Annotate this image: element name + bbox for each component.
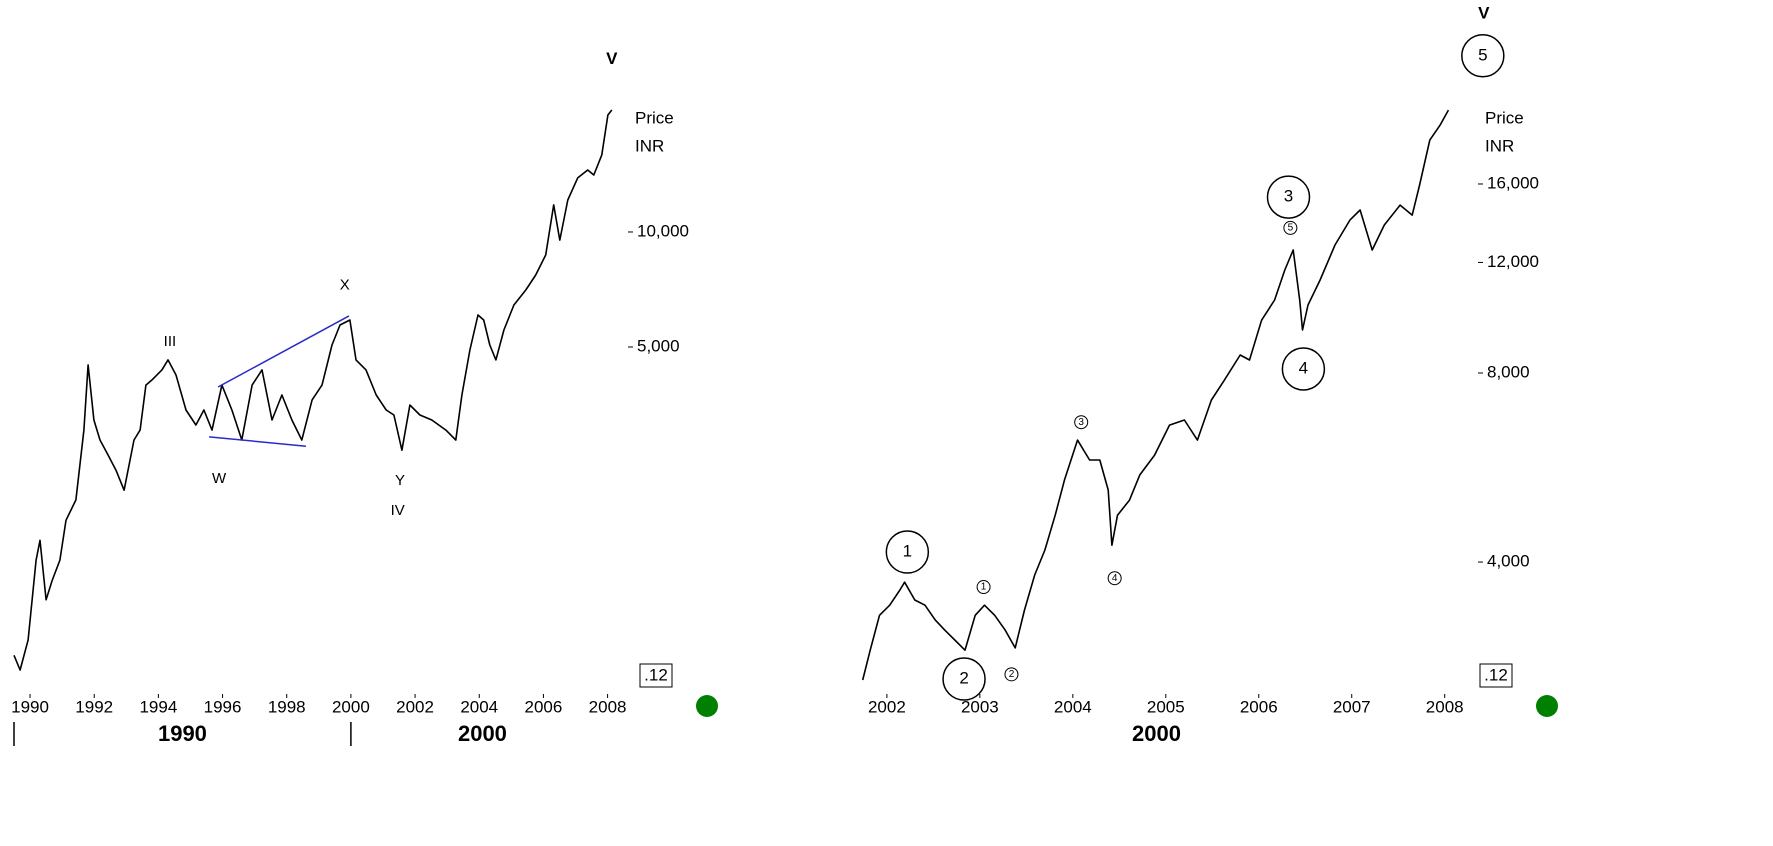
y-unit: INR — [1485, 136, 1514, 155]
status-dot — [696, 695, 718, 717]
subwave-label: 2 — [1009, 669, 1015, 680]
subwave-label: 1 — [981, 582, 987, 593]
y-tick-label: 8,000 — [1487, 362, 1530, 381]
x-tick-label: 2005 — [1147, 697, 1185, 716]
x-tick-label: 2006 — [1240, 697, 1278, 716]
wave-label: Y — [395, 472, 405, 489]
x-tick-label: 2003 — [961, 697, 999, 716]
x-tick-label: 2004 — [460, 697, 498, 716]
x-tick-label: 2000 — [332, 697, 370, 716]
x-tick-label: 2002 — [868, 697, 906, 716]
x-tick-label: 2002 — [396, 697, 434, 716]
wave-circle — [1266, 175, 1311, 219]
wave-label: 2 — [959, 668, 968, 687]
x-tick-label: 1990 — [11, 697, 49, 716]
x-tick-label: 2007 — [1333, 697, 1371, 716]
wave-label: III — [164, 333, 177, 350]
decade-label: 2000 — [1132, 721, 1181, 746]
x-tick-label: 2008 — [1426, 697, 1464, 716]
x-tick-label: 1996 — [204, 697, 242, 716]
decade-label: 1990 — [158, 721, 207, 746]
y-unit: INR — [635, 136, 664, 155]
y-label: Price — [1485, 108, 1524, 127]
wave-circle — [1281, 347, 1326, 391]
wave-label: 1 — [903, 541, 912, 560]
wave-circle — [1461, 34, 1505, 78]
status-dot — [1536, 695, 1558, 717]
wave-label: 5 — [1478, 45, 1487, 64]
wave-label: 3 — [1284, 187, 1293, 206]
subwave-label: 4 — [1112, 573, 1118, 584]
y-tick-label: 12,000 — [1487, 252, 1539, 271]
badge-box — [639, 663, 673, 688]
x-tick-label: 1994 — [139, 697, 177, 716]
subwave-circle — [1074, 415, 1089, 430]
x-tick-label: 2006 — [524, 697, 562, 716]
wave-label: 4 — [1299, 358, 1308, 377]
badge-box — [1479, 663, 1513, 688]
y-tick-label: 10,000 — [637, 221, 689, 240]
wave-circle — [885, 530, 930, 574]
y-tick-label: 4,000 — [1487, 552, 1530, 571]
x-tick-label: 2004 — [1054, 697, 1092, 716]
y-tick-label: 5,000 — [637, 336, 680, 355]
wave-circle — [942, 657, 986, 701]
wave-label: V — [1478, 3, 1490, 22]
x-tick-label: 1992 — [75, 697, 113, 716]
subwave-circle — [1107, 571, 1122, 586]
wave-label: W — [212, 470, 227, 487]
trendline — [209, 436, 307, 447]
subwave-circle — [976, 580, 991, 595]
wave-label: IV — [391, 502, 405, 519]
x-tick-label: 1998 — [268, 697, 306, 716]
y-tick-label: 16,000 — [1487, 173, 1539, 192]
subwave-label: 5 — [1288, 223, 1294, 234]
subwave-label: 3 — [1078, 417, 1084, 428]
y-label: Price — [635, 108, 674, 127]
wave-label: V — [606, 49, 618, 68]
badge: .12 — [1484, 665, 1508, 684]
badge: .12 — [644, 665, 668, 684]
subwave-circle — [1004, 667, 1019, 682]
subwave-circle — [1283, 220, 1298, 235]
wave-label: X — [340, 276, 350, 293]
trendline — [217, 315, 350, 388]
price-line — [13, 109, 613, 671]
x-tick-label: 2008 — [589, 697, 627, 716]
decade-label: 2000 — [458, 721, 507, 746]
price-line — [861, 109, 1450, 681]
